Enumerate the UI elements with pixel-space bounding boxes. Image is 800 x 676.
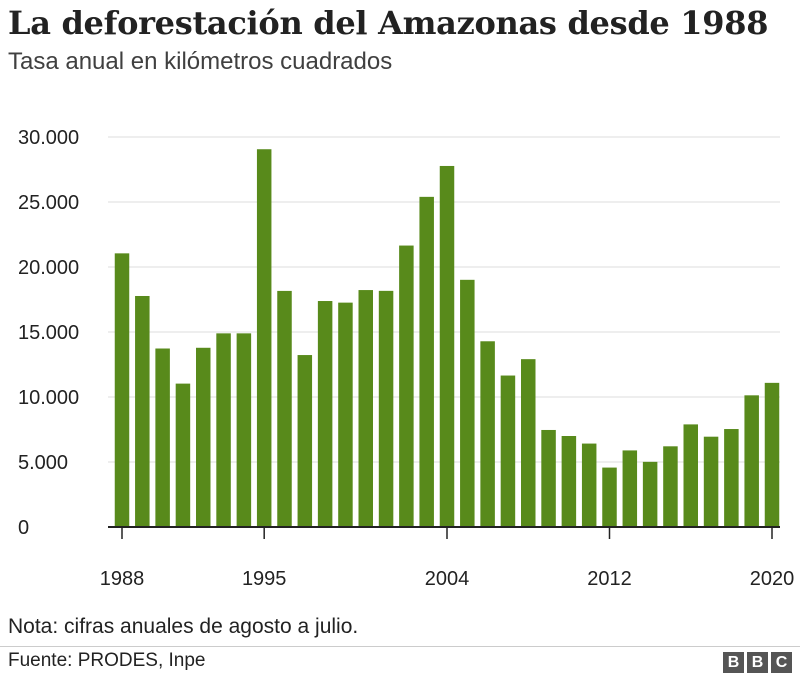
bbc-logo-letter-2: B: [747, 652, 768, 673]
bar-chart: 0 5.000 10.000 15.000 20.000 25.000 30.000 198…: [18, 127, 795, 590]
y-tick-label: 25.000: [18, 192, 79, 214]
x-tick-label: 2004: [425, 568, 470, 590]
bar: [175, 383, 191, 527]
bar: [399, 245, 414, 528]
chart-source: Fuente: PRODES, Inpe: [8, 650, 206, 671]
bar: [277, 290, 292, 527]
bar: [663, 446, 678, 527]
bar: [561, 436, 577, 527]
y-tick-label: 20.000: [18, 257, 79, 279]
chart-title: La deforestación del Amazonas desde 1988: [8, 4, 769, 42]
bar: [460, 279, 475, 527]
bar: [114, 253, 130, 527]
bar: [216, 333, 231, 527]
bar: [419, 196, 434, 528]
bar: [724, 429, 739, 527]
bar: [378, 290, 394, 527]
y-tick-label: 10.000: [18, 387, 79, 409]
y-axis-ticks: 0 5.000 10.000 15.000 20.000 25.000 30.000: [18, 127, 79, 539]
bars: [114, 149, 780, 528]
x-tick-label: 2012: [587, 568, 632, 590]
x-axis-ticks: 1988 1995 2004 2012 2020: [100, 527, 795, 590]
bar: [439, 165, 455, 528]
bar: [683, 424, 698, 527]
bar: [622, 450, 638, 527]
bar: [703, 436, 719, 527]
bar: [135, 295, 150, 527]
footer-divider: [0, 646, 800, 647]
x-tick-label: 2020: [750, 568, 795, 590]
x-tick-label: 1988: [100, 568, 145, 590]
bar: [155, 348, 170, 527]
bar: [358, 290, 373, 527]
chart-subtitle: Tasa anual en kilómetros cuadrados: [8, 48, 393, 75]
bbc-logo-letter-3: C: [771, 652, 792, 673]
bar: [602, 467, 617, 527]
bar: [317, 301, 333, 527]
bbc-logo-letter-1: B: [723, 652, 744, 673]
bar: [480, 341, 495, 527]
bar: [256, 149, 272, 527]
bar: [500, 375, 516, 527]
y-tick-label: 30.000: [18, 127, 79, 149]
bar: [744, 395, 759, 527]
bar: [764, 382, 780, 527]
y-tick-label: 5.000: [18, 452, 68, 474]
bar: [338, 302, 353, 527]
y-tick-label: 15.000: [18, 322, 79, 344]
bar: [236, 333, 252, 527]
bar: [521, 359, 536, 527]
bar: [642, 461, 658, 527]
x-tick-label: 1995: [242, 568, 287, 590]
y-tick-label: 0: [18, 517, 29, 539]
bbc-logo: B B C: [723, 652, 792, 673]
bar: [297, 355, 313, 527]
bar: [196, 347, 211, 527]
bar: [541, 429, 556, 527]
chart-note: Nota: cifras anuales de agosto a julio.: [8, 615, 359, 638]
bar: [581, 443, 597, 527]
